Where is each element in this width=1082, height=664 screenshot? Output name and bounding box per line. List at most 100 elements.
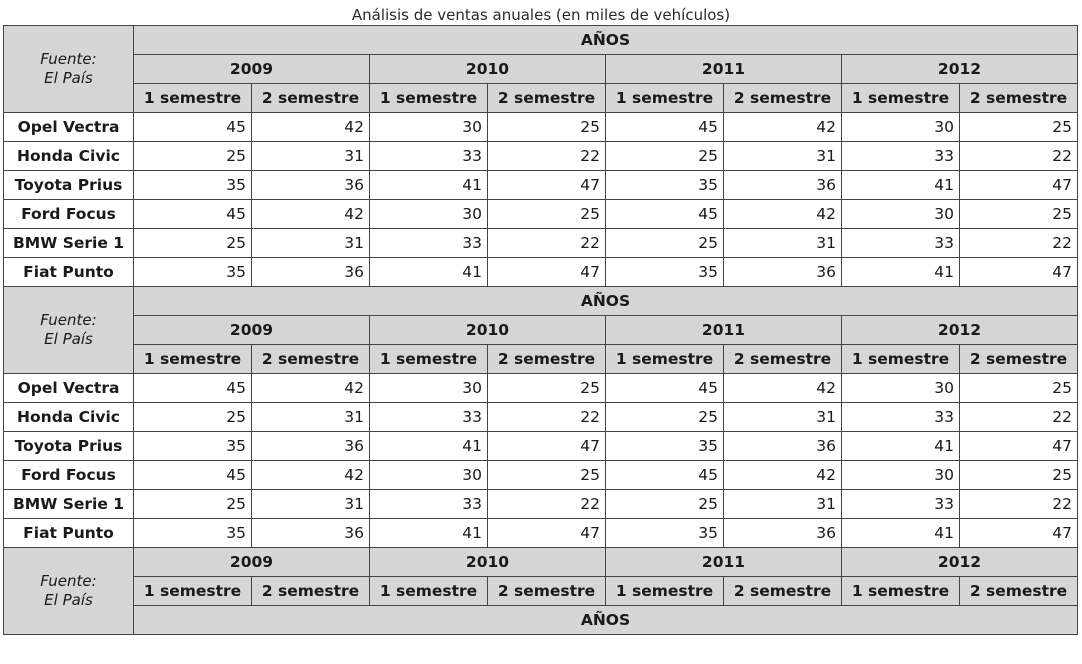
- value-cell: 36: [723, 431, 842, 461]
- value-cell: 36: [251, 431, 370, 461]
- anos-header: AÑOS: [133, 286, 1078, 316]
- year-header: 2009: [133, 547, 370, 577]
- value-cell: 35: [133, 257, 252, 287]
- value-cell: 25: [959, 112, 1078, 142]
- value-cell: 42: [251, 373, 370, 403]
- value-cell: 22: [959, 141, 1078, 171]
- value-cell: 25: [959, 199, 1078, 229]
- value-cell: 42: [723, 373, 842, 403]
- value-cell: 30: [369, 199, 488, 229]
- value-cell: 47: [487, 170, 606, 200]
- value-cell: 41: [841, 257, 960, 287]
- value-cell: 45: [605, 112, 724, 142]
- value-cell: 47: [959, 518, 1078, 548]
- value-cell: 25: [133, 141, 252, 171]
- table-row: BMW Serie 1 25 31 33 22 25 31 33 22: [3, 228, 1078, 258]
- value-cell: 25: [605, 141, 724, 171]
- value-cell: 22: [487, 489, 606, 519]
- value-cell: 47: [959, 170, 1078, 200]
- source-cell: Fuente: El País: [3, 547, 134, 635]
- value-cell: 25: [605, 228, 724, 258]
- table-row: Opel Vectra 45 42 30 25 45 42 30 25: [3, 373, 1078, 403]
- value-cell: 25: [487, 112, 606, 142]
- value-cell: 36: [723, 518, 842, 548]
- semester-header: 2 semestre: [959, 344, 1078, 374]
- row-label: BMW Serie 1: [3, 489, 134, 519]
- value-cell: 36: [251, 170, 370, 200]
- value-cell: 36: [251, 257, 370, 287]
- value-cell: 42: [723, 112, 842, 142]
- value-cell: 45: [605, 199, 724, 229]
- value-cell: 41: [369, 257, 488, 287]
- table-row: Ford Focus 45 42 30 25 45 42 30 25: [3, 460, 1078, 490]
- value-cell: 30: [369, 460, 488, 490]
- value-cell: 45: [605, 460, 724, 490]
- table-row: Honda Civic 25 31 33 22 25 31 33 22: [3, 402, 1078, 432]
- year-header: 2009: [133, 315, 370, 345]
- value-cell: 25: [487, 199, 606, 229]
- semester-header: 2 semestre: [723, 83, 842, 113]
- semester-header: 1 semestre: [133, 344, 252, 374]
- table-row: Toyota Prius 35 36 41 47 35 36 41 47: [3, 170, 1078, 200]
- value-cell: 35: [605, 170, 724, 200]
- value-cell: 41: [841, 518, 960, 548]
- row-label: Opel Vectra: [3, 373, 134, 403]
- source-cell: Fuente: El País: [3, 286, 134, 374]
- value-cell: 30: [841, 112, 960, 142]
- semester-header: 1 semestre: [841, 83, 960, 113]
- source-label: Fuente:: [40, 572, 97, 590]
- value-cell: 41: [841, 170, 960, 200]
- value-cell: 31: [251, 402, 370, 432]
- value-cell: 45: [133, 373, 252, 403]
- header-row-anos: Fuente: El País AÑOS: [3, 25, 1078, 113]
- value-cell: 41: [369, 518, 488, 548]
- row-label: Toyota Prius: [3, 170, 134, 200]
- value-cell: 30: [841, 373, 960, 403]
- year-header: 2011: [605, 315, 842, 345]
- header-row-semesters: 1 semestre 2 semestre 1 semestre 2 semestre…: [4, 344, 1078, 374]
- value-cell: 35: [605, 431, 724, 461]
- value-cell: 47: [959, 431, 1078, 461]
- row-label: BMW Serie 1: [3, 228, 134, 258]
- row-label: Opel Vectra: [3, 112, 134, 142]
- value-cell: 45: [605, 373, 724, 403]
- row-label: Toyota Prius: [3, 431, 134, 461]
- row-label: Fiat Punto: [3, 257, 134, 287]
- row-label: Fiat Punto: [3, 518, 134, 548]
- value-cell: 35: [133, 518, 252, 548]
- value-cell: 33: [369, 141, 488, 171]
- row-label: Ford Focus: [3, 199, 134, 229]
- value-cell: 36: [251, 518, 370, 548]
- source-name: El País: [44, 69, 93, 87]
- value-cell: 31: [723, 228, 842, 258]
- value-cell: 22: [487, 402, 606, 432]
- value-cell: 47: [487, 257, 606, 287]
- row-label: Ford Focus: [3, 460, 134, 490]
- semester-header: 2 semestre: [487, 344, 606, 374]
- table-row: Honda Civic 25 31 33 22 25 31 33 22: [3, 141, 1078, 171]
- year-header: 2012: [841, 315, 1078, 345]
- year-header: 2012: [841, 547, 1078, 577]
- table-row: Toyota Prius 35 36 41 47 35 36 41 47: [3, 431, 1078, 461]
- row-label: Honda Civic: [3, 402, 134, 432]
- value-cell: 36: [723, 257, 842, 287]
- semester-header: 2 semestre: [723, 344, 842, 374]
- value-cell: 35: [605, 257, 724, 287]
- value-cell: 42: [723, 460, 842, 490]
- value-cell: 42: [723, 199, 842, 229]
- year-header: 2012: [841, 54, 1078, 84]
- year-header: 2010: [369, 315, 606, 345]
- value-cell: 22: [487, 228, 606, 258]
- value-cell: 30: [369, 112, 488, 142]
- source-name: El País: [44, 591, 93, 609]
- header-row-anos: Fuente: El País AÑOS: [3, 286, 1078, 374]
- value-cell: 33: [841, 228, 960, 258]
- semester-header: 2 semestre: [959, 576, 1078, 606]
- table-row: Ford Focus 45 42 30 25 45 42 30 25: [3, 199, 1078, 229]
- semester-header: 1 semestre: [841, 576, 960, 606]
- semester-header: 2 semestre: [251, 83, 370, 113]
- value-cell: 22: [487, 141, 606, 171]
- header-row-years: Fuente: El País 2009 2010 2011 2012: [3, 547, 1078, 635]
- table-row: Opel Vectra 45 42 30 25 45 42 30 25: [3, 112, 1078, 142]
- value-cell: 47: [959, 257, 1078, 287]
